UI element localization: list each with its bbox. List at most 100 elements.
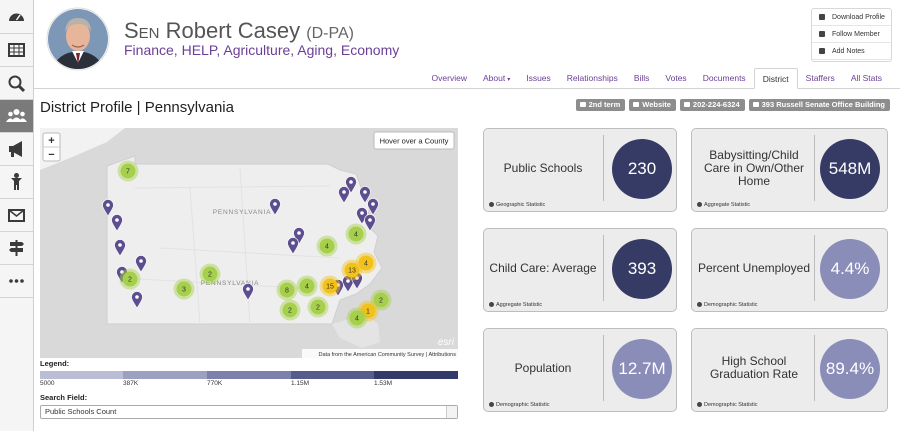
cluster[interactable] (373, 292, 389, 308)
cluster[interactable] (322, 278, 338, 294)
tab[interactable]: Issues (518, 68, 559, 89)
sidebar-item[interactable] (0, 265, 33, 298)
cluster[interactable] (279, 282, 295, 298)
sidebar-item[interactable] (0, 199, 33, 232)
icon (9, 279, 24, 283)
map-pin[interactable] (338, 186, 350, 204)
icon-shape (8, 75, 22, 89)
map-pin[interactable] (367, 198, 379, 216)
cluster-count: 4 (305, 283, 309, 290)
sidebar-item[interactable] (0, 34, 33, 67)
cluster[interactable] (319, 238, 335, 254)
tab[interactable]: Bills (626, 68, 658, 89)
action-icon (819, 48, 825, 54)
badge[interactable]: 202-224-6324 (679, 99, 745, 111)
zoom-in[interactable]: + (48, 135, 54, 147)
icon (6, 109, 27, 122)
cluster[interactable] (310, 299, 326, 315)
cluster[interactable] (344, 262, 360, 278)
sidebar-item[interactable] (0, 232, 33, 265)
page-title: District Profile | Pennsylvania (40, 99, 234, 116)
icon (11, 173, 22, 190)
map-pin[interactable] (114, 239, 126, 257)
tab[interactable]: Votes (657, 68, 694, 89)
icon-shape (11, 178, 22, 190)
action-button[interactable]: Follow Member (812, 26, 891, 43)
zoom-out[interactable]: − (48, 149, 54, 161)
icon-shape (14, 173, 19, 178)
map-pin[interactable] (345, 176, 357, 194)
select-arrow (446, 406, 457, 418)
tab[interactable]: Documents (695, 68, 754, 89)
badges: 2nd term Website 202-224-6324 393 Russell S… (575, 99, 890, 111)
sidebar-item[interactable] (0, 67, 33, 100)
map-pin[interactable] (364, 214, 376, 232)
map-pin[interactable] (359, 186, 371, 204)
map-pin[interactable] (102, 199, 114, 217)
honorific: Sen (124, 18, 160, 43)
cluster[interactable] (348, 226, 364, 242)
map-pin[interactable] (269, 198, 281, 216)
icon-shape (13, 109, 20, 115)
action-button[interactable]: Download Profile (812, 9, 891, 26)
stat-label: Public Schools (503, 160, 583, 175)
tab[interactable]: Relationships (559, 68, 626, 89)
road (134, 185, 331, 189)
cluster[interactable] (120, 163, 136, 179)
tab[interactable]: Staffers (798, 68, 843, 89)
icon-shape (11, 152, 14, 157)
legend-label: 387K (123, 380, 139, 387)
icon-shape (9, 141, 22, 157)
icon-shape (20, 118, 27, 122)
tab[interactable]: About ▾ (475, 68, 518, 89)
pin-dot (363, 190, 367, 194)
badge[interactable]: Website (629, 99, 676, 111)
cluster[interactable] (358, 255, 374, 271)
tab[interactable]: All Stats (843, 68, 890, 89)
sidebar-item[interactable] (0, 166, 33, 199)
sidebar-item[interactable] (0, 100, 33, 133)
stat-type: Aggregate Statistic (489, 302, 542, 308)
map-pin[interactable] (293, 227, 305, 245)
tab-label: All Stats (850, 73, 882, 83)
cluster[interactable] (360, 303, 376, 319)
stat-type: Aggregate Statistic (697, 202, 750, 208)
map-pin[interactable] (131, 291, 143, 309)
stat-value: 89.4% (820, 339, 880, 399)
map-pin[interactable] (135, 255, 147, 273)
legend-label: 1.53M (374, 380, 393, 387)
icon-shape (14, 279, 19, 283)
tab-label: Votes (665, 73, 687, 83)
tab[interactable]: Overview (424, 68, 475, 89)
cluster-count: 13 (348, 267, 356, 274)
pin-dot (115, 218, 119, 222)
pin-dot (246, 287, 250, 291)
pin-dot (291, 241, 295, 245)
stat-card: Population 12.7M Demographic Statistic (483, 328, 677, 412)
action-button[interactable]: Add Notes (812, 43, 891, 60)
stat-value: 12.7M (612, 339, 672, 399)
tab-label: Staffers (805, 73, 835, 83)
map[interactable]: PENNSYLVANIA PENNSYLVANIA 7 4 4 4 2 3 2 8 4 15 13 2 2 2… (40, 128, 458, 358)
cluster[interactable] (282, 302, 298, 318)
search-select[interactable]: Public Schools Count (40, 405, 458, 419)
cluster[interactable] (349, 310, 365, 326)
icon-shape (17, 84, 26, 93)
cluster[interactable] (122, 271, 138, 287)
tab[interactable]: District (753, 68, 798, 89)
cluster[interactable] (299, 278, 315, 294)
sidebar-item[interactable] (0, 1, 33, 34)
cluster-count: 2 (128, 276, 132, 283)
action-menu: Download Profile Follow Member Add Notes (811, 8, 892, 62)
map-pin[interactable] (287, 237, 299, 255)
legend-swatch (123, 371, 207, 379)
pin-dot (360, 211, 364, 215)
action-label: Download Profile (832, 14, 885, 21)
sidebar-item[interactable] (0, 133, 33, 166)
tab-label: Overview (431, 73, 467, 83)
cluster[interactable] (176, 281, 192, 297)
map-pin[interactable] (242, 283, 254, 301)
map-pin[interactable] (111, 214, 123, 232)
cluster[interactable] (202, 266, 218, 282)
